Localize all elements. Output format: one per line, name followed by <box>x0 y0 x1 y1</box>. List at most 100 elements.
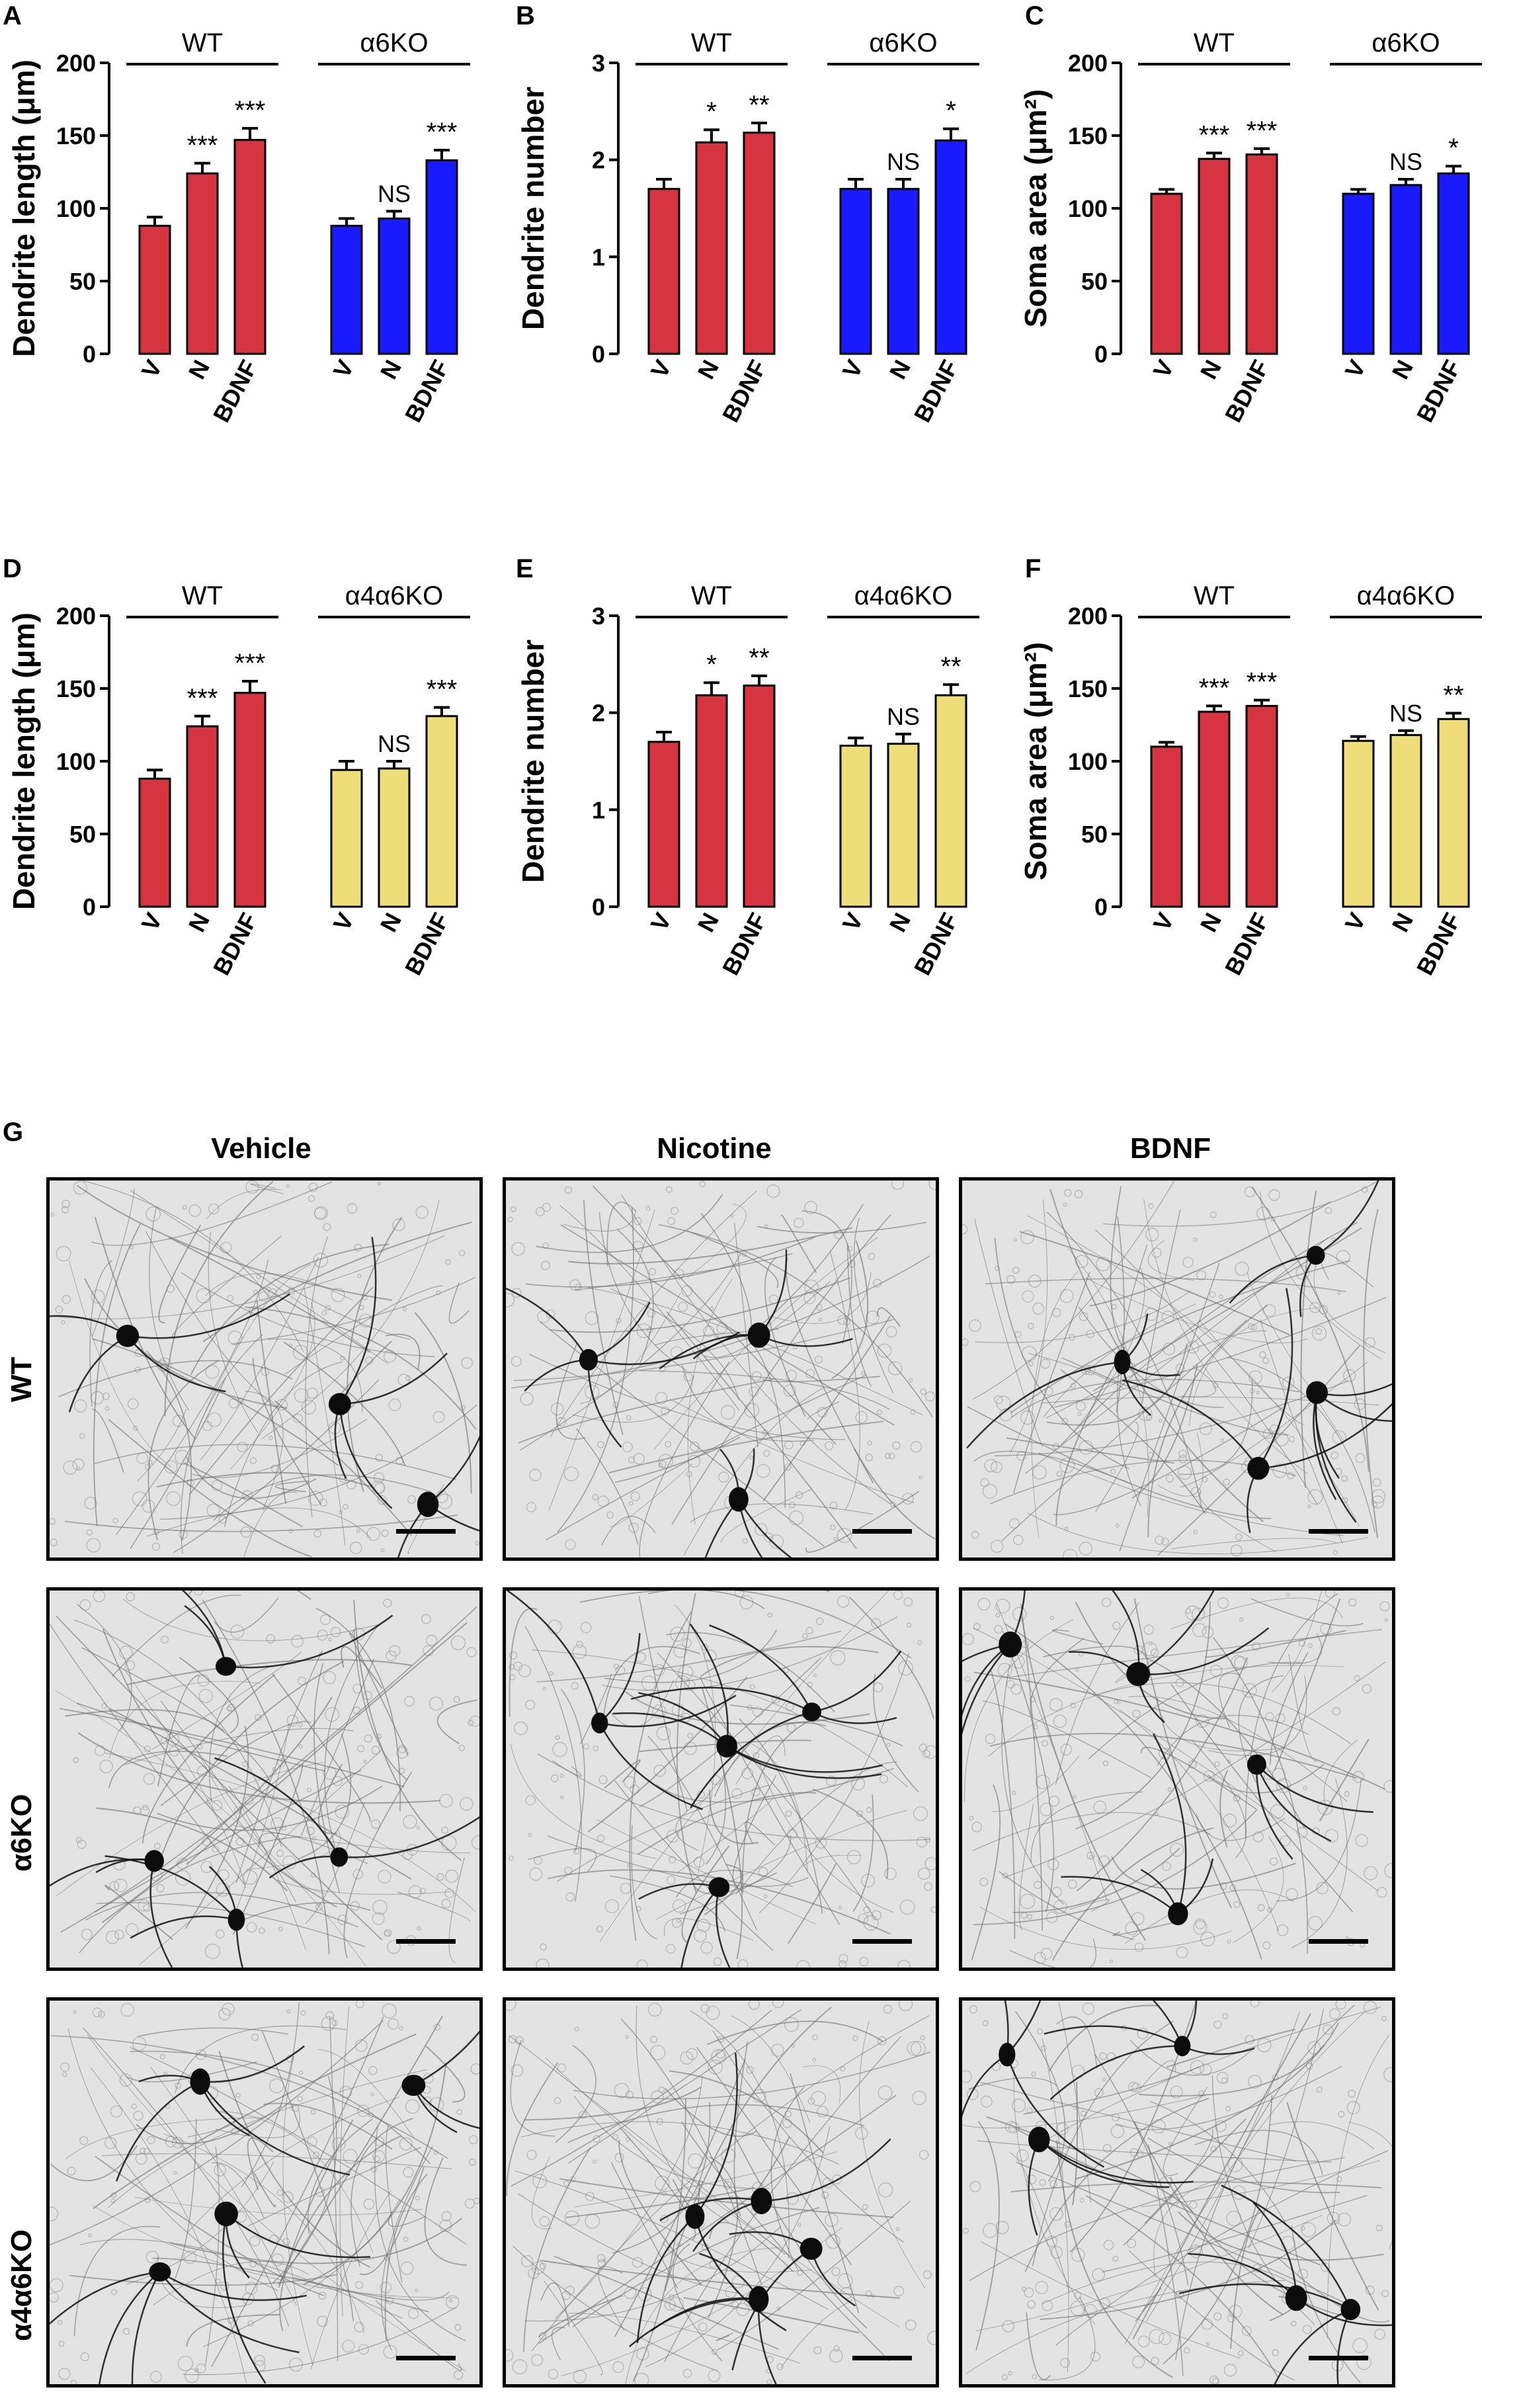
debris <box>321 1310 327 1315</box>
micrograph-wt-nicotine <box>503 1177 939 1561</box>
x-tick-label: V <box>328 356 359 382</box>
x-tick-label: V <box>1340 356 1371 382</box>
neuron-image <box>50 2001 479 2384</box>
fibre <box>202 1599 330 1954</box>
debris <box>1026 1914 1033 1920</box>
debris <box>101 1703 107 1709</box>
fibre <box>563 1210 637 1231</box>
debris <box>1114 1699 1118 1704</box>
debris <box>1102 2077 1106 2082</box>
fibre <box>385 1333 421 1370</box>
debris <box>372 1912 385 1925</box>
significance-label: *** <box>1199 120 1230 149</box>
soma <box>227 1909 245 1931</box>
soma <box>1114 1349 1131 1374</box>
significance-label: NS <box>378 730 411 757</box>
fibre <box>188 1286 374 1495</box>
fibre <box>700 1645 879 1677</box>
x-tick-label: N <box>375 909 407 936</box>
debris <box>1332 1707 1341 1716</box>
debris <box>552 1741 567 1757</box>
bar <box>138 777 171 908</box>
fibre <box>758 1763 894 1913</box>
debris <box>404 1696 415 1707</box>
scale-bar <box>396 1939 456 1944</box>
fibre <box>991 1670 1016 1939</box>
fibre <box>305 1236 329 1517</box>
dendrite <box>339 1403 393 1509</box>
x-tick-label: BDNF <box>717 909 772 980</box>
debris <box>1264 1712 1274 1722</box>
debris <box>969 2180 981 2192</box>
debris <box>445 1869 459 1883</box>
debris <box>1079 1311 1088 1321</box>
fibre <box>735 1735 786 1785</box>
dendrite <box>131 2271 161 2384</box>
debris <box>156 1884 165 1893</box>
debris <box>1296 1827 1308 1839</box>
debris <box>862 2204 868 2210</box>
dendrite <box>1038 2139 1170 2188</box>
fibre <box>1291 1778 1348 1948</box>
fibre <box>648 1591 912 1659</box>
debris <box>396 1746 409 1759</box>
fibre <box>1112 1921 1178 1936</box>
fibre <box>206 1188 282 1220</box>
fibre <box>65 2117 265 2160</box>
debris <box>144 1464 151 1470</box>
fibre <box>158 1224 202 1323</box>
debris <box>683 1372 693 1382</box>
debris <box>1148 1641 1153 1645</box>
y-tick-label: 50 <box>1081 268 1108 295</box>
fibre <box>51 2035 448 2159</box>
debris <box>293 1413 304 1424</box>
fibre <box>87 2034 466 2372</box>
y-tick-label: 200 <box>1068 50 1108 77</box>
fibre <box>341 1645 383 1689</box>
debris <box>407 2307 419 2319</box>
fibre <box>74 1619 282 1847</box>
micrograph-alpha6ko-bdnf <box>959 1587 1395 1971</box>
fibre <box>524 2225 782 2322</box>
debris <box>311 1836 317 1841</box>
debris <box>584 1384 600 1400</box>
debris <box>175 1870 191 1886</box>
fibre <box>1138 2022 1339 2097</box>
debris <box>301 1399 317 1415</box>
debris <box>321 2016 336 2031</box>
debris <box>1252 1641 1261 1651</box>
fibre <box>109 1708 412 1880</box>
fibre <box>263 2102 393 2150</box>
debris <box>405 1375 411 1382</box>
debris <box>962 2070 972 2083</box>
debris <box>372 1899 388 1915</box>
soma <box>591 1712 608 1733</box>
debris <box>313 1529 322 1538</box>
dendrite <box>1315 1181 1379 1257</box>
dendrite <box>726 1745 883 1773</box>
x-tick-label: BDNF <box>399 356 454 427</box>
fibre <box>547 1869 891 1935</box>
debris <box>667 1217 676 1225</box>
dendrite <box>199 2081 350 2176</box>
debris <box>1217 1597 1229 1609</box>
debris <box>1193 1529 1198 1534</box>
debris <box>824 2213 839 2227</box>
debris <box>531 2261 545 2275</box>
debris <box>580 1622 592 1634</box>
fibre <box>673 2243 723 2362</box>
debris <box>903 1597 913 1607</box>
fibre <box>353 1630 408 1781</box>
debris <box>356 1528 360 1533</box>
fibre <box>73 2225 161 2337</box>
debris <box>468 2135 478 2145</box>
significance-label: * <box>706 97 717 126</box>
fibre <box>687 1278 733 1525</box>
debris <box>628 1456 635 1464</box>
fibre <box>1144 2118 1247 2224</box>
fibre <box>803 2065 841 2104</box>
fibre <box>205 1273 353 1301</box>
debris <box>441 1826 449 1834</box>
fibre <box>511 2009 772 2187</box>
debris <box>920 1388 927 1395</box>
